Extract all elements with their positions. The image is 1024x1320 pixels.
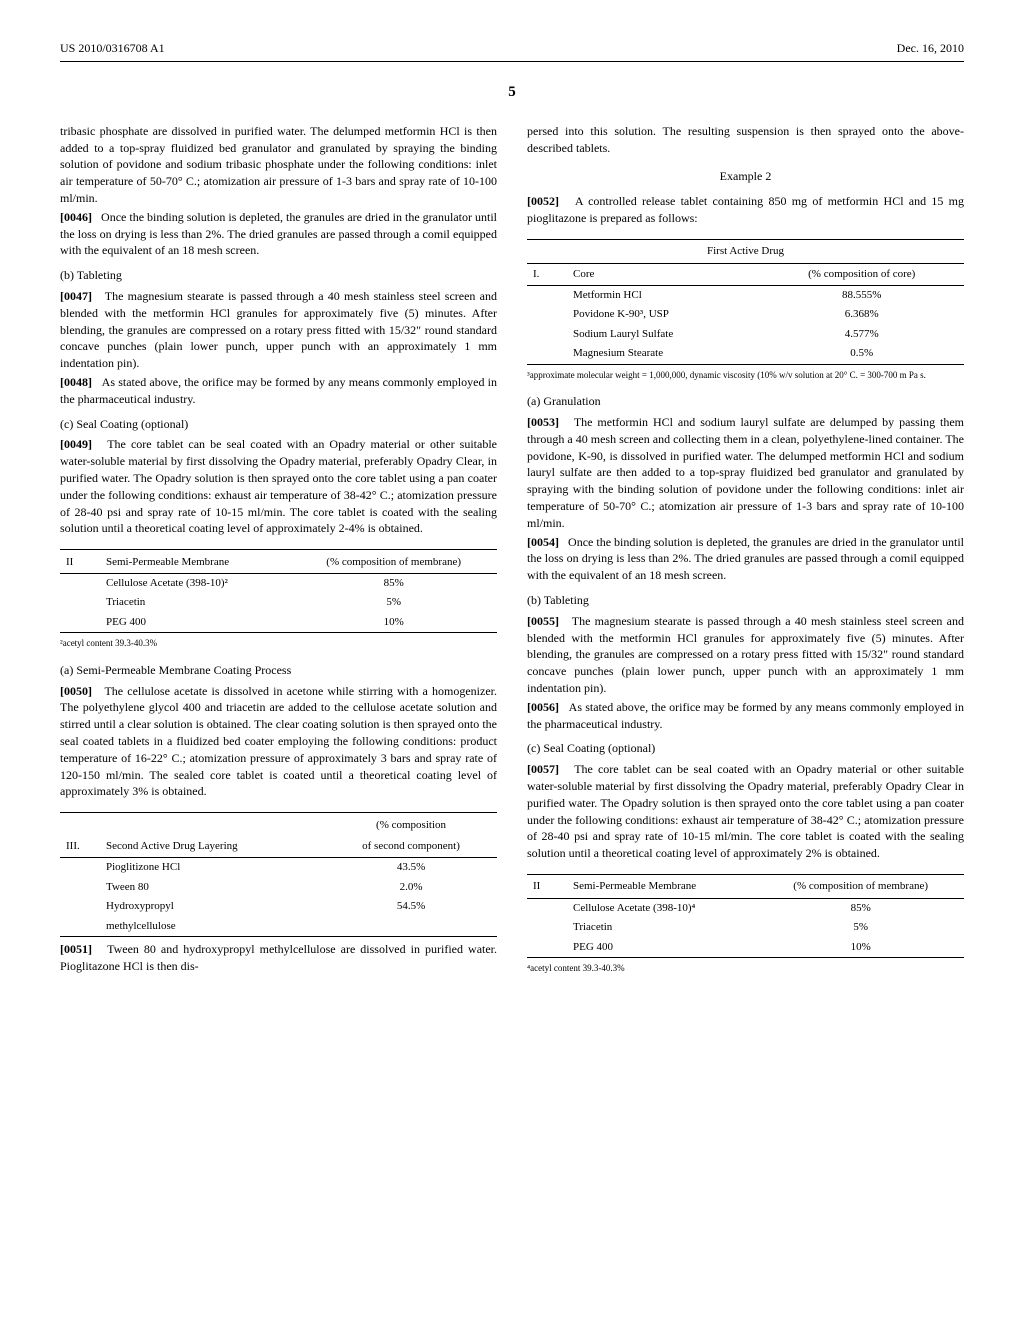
para-num: [0054] bbox=[527, 535, 559, 549]
table-second-drug-layering: (% composition III. Second Active Drug L… bbox=[60, 812, 497, 937]
table-num: II bbox=[60, 552, 100, 574]
table-row: Sodium Lauryl Sulfate4.577% bbox=[527, 325, 964, 344]
paragraph-0054: [0054] Once the binding solution is depl… bbox=[527, 534, 964, 584]
table-head-r: (% composition of membrane) bbox=[757, 876, 964, 898]
paragraph-0057: [0057] The core tablet can be seal coate… bbox=[527, 761, 964, 862]
para-text: As stated above, the orifice may be form… bbox=[60, 375, 497, 406]
table-row: Pioglitizone HCl43.5% bbox=[60, 858, 497, 878]
paragraph-0053: [0053] The metformin HCl and sodium laur… bbox=[527, 414, 964, 532]
paragraph-0052: [0052] A controlled release tablet conta… bbox=[527, 193, 964, 227]
para-text: The magnesium stearate is passed through… bbox=[60, 289, 497, 370]
footnote-4: ⁴acetyl content 39.3-40.3% bbox=[527, 962, 964, 975]
table-num: I. bbox=[527, 263, 567, 285]
para-num: [0050] bbox=[60, 684, 92, 698]
section-c-seal-coating: (c) Seal Coating (optional) bbox=[60, 416, 497, 433]
table-row: PEG 40010% bbox=[60, 613, 497, 633]
section-c-seal-coating: (c) Seal Coating (optional) bbox=[527, 740, 964, 757]
para-num: [0049] bbox=[60, 437, 92, 451]
section-a-granulation: (a) Granulation bbox=[527, 393, 964, 410]
table-head-r: (% composition of membrane) bbox=[290, 552, 497, 574]
table-row: Hydroxypropyl54.5% bbox=[60, 897, 497, 916]
paragraph-0049: [0049] The core tablet can be seal coate… bbox=[60, 436, 497, 537]
para-num: [0057] bbox=[527, 762, 559, 776]
table-row: Cellulose Acetate (398-10)²85% bbox=[60, 574, 497, 594]
para-num: [0053] bbox=[527, 415, 559, 429]
section-b-tableting: (b) Tableting bbox=[527, 592, 964, 609]
table-num: III. bbox=[60, 836, 100, 858]
section-b-tableting: (b) Tableting bbox=[60, 267, 497, 284]
para-text: The metformin HCl and sodium lauryl sulf… bbox=[527, 415, 964, 530]
publication-date: Dec. 16, 2010 bbox=[897, 40, 964, 57]
table-row: Metformin HCl88.555% bbox=[527, 286, 964, 306]
footnote-3: ³approximate molecular weight = 1,000,00… bbox=[527, 369, 964, 382]
table-num: II bbox=[527, 876, 567, 898]
paragraph-0051: [0051] Tween 80 and hydroxypropyl methyl… bbox=[60, 941, 497, 975]
para-text: The core tablet can be seal coated with … bbox=[60, 437, 497, 535]
paragraph-0048: [0048] As stated above, the orifice may … bbox=[60, 374, 497, 408]
table-row: Cellulose Acetate (398-10)⁴85% bbox=[527, 898, 964, 918]
table-row: Triacetin5% bbox=[60, 593, 497, 612]
table-head-l: Core bbox=[567, 263, 759, 285]
content-columns: tribasic phosphate are dissolved in puri… bbox=[60, 123, 964, 987]
para-text: Once the binding solution is depleted, t… bbox=[527, 535, 964, 583]
para-num: [0046] bbox=[60, 210, 92, 224]
paragraph-0050: [0050] The cellulose acetate is dissolve… bbox=[60, 683, 497, 801]
table-head-r: (% composition of core) bbox=[759, 263, 964, 285]
para-text: Tween 80 and hydroxypropyl methylcellulo… bbox=[60, 942, 497, 973]
paragraph-0055: [0055] The magnesium stearate is passed … bbox=[527, 613, 964, 697]
table-caption: First Active Drug bbox=[527, 241, 964, 263]
para-num: [0056] bbox=[527, 700, 559, 714]
table-row: Magnesium Stearate0.5% bbox=[527, 344, 964, 364]
para-text: The cellulose acetate is dissolved in ac… bbox=[60, 684, 497, 799]
para-text: As stated above, the orifice may be form… bbox=[527, 700, 964, 731]
para-text: The core tablet can be seal coated with … bbox=[527, 762, 964, 860]
para-text: A controlled release tablet containing 8… bbox=[527, 194, 964, 225]
para-num: [0055] bbox=[527, 614, 559, 628]
table-head-l: Semi-Permeable Membrane bbox=[567, 876, 757, 898]
paragraph-0047: [0047] The magnesium stearate is passed … bbox=[60, 288, 497, 372]
para-num: [0048] bbox=[60, 375, 92, 389]
table-head-r2: of second component) bbox=[325, 836, 497, 858]
example-2-heading: Example 2 bbox=[527, 168, 964, 185]
table-row: PEG 40010% bbox=[527, 938, 964, 958]
para-num: [0047] bbox=[60, 289, 92, 303]
footnote-2: ²acetyl content 39.3-40.3% bbox=[60, 637, 497, 650]
page-header: US 2010/0316708 A1 Dec. 16, 2010 bbox=[60, 40, 964, 62]
paragraph-0056: [0056] As stated above, the orifice may … bbox=[527, 699, 964, 733]
table-head-l: Semi-Permeable Membrane bbox=[100, 552, 290, 574]
table-first-active-drug: First Active Drug I. Core (% composition… bbox=[527, 239, 964, 365]
table-membrane-right: II Semi-Permeable Membrane (% compositio… bbox=[527, 874, 964, 958]
table-head-r1: (% composition bbox=[325, 815, 497, 836]
right-column: persed into this solution. The resulting… bbox=[527, 123, 964, 987]
para-text: Once the binding solution is depleted, t… bbox=[60, 210, 497, 258]
table-row: methylcellulose bbox=[60, 917, 497, 937]
table-head-l: Second Active Drug Layering bbox=[100, 836, 325, 858]
para-text: The magnesium stearate is passed through… bbox=[527, 614, 964, 695]
table-row: Tween 802.0% bbox=[60, 878, 497, 897]
table-membrane-left: II Semi-Permeable Membrane (% compositio… bbox=[60, 549, 497, 633]
page-number: 5 bbox=[60, 82, 964, 103]
para-num: [0051] bbox=[60, 942, 92, 956]
publication-number: US 2010/0316708 A1 bbox=[60, 40, 165, 57]
left-column: tribasic phosphate are dissolved in puri… bbox=[60, 123, 497, 987]
section-a-coating-process: (a) Semi-Permeable Membrane Coating Proc… bbox=[60, 662, 497, 679]
table-row: Triacetin5% bbox=[527, 918, 964, 937]
paragraph-continuation: tribasic phosphate are dissolved in puri… bbox=[60, 123, 497, 207]
paragraph-0046: [0046] Once the binding solution is depl… bbox=[60, 209, 497, 259]
table-row: Povidone K-90³, USP6.368% bbox=[527, 305, 964, 324]
para-num: [0052] bbox=[527, 194, 559, 208]
paragraph-continuation: persed into this solution. The resulting… bbox=[527, 123, 964, 157]
